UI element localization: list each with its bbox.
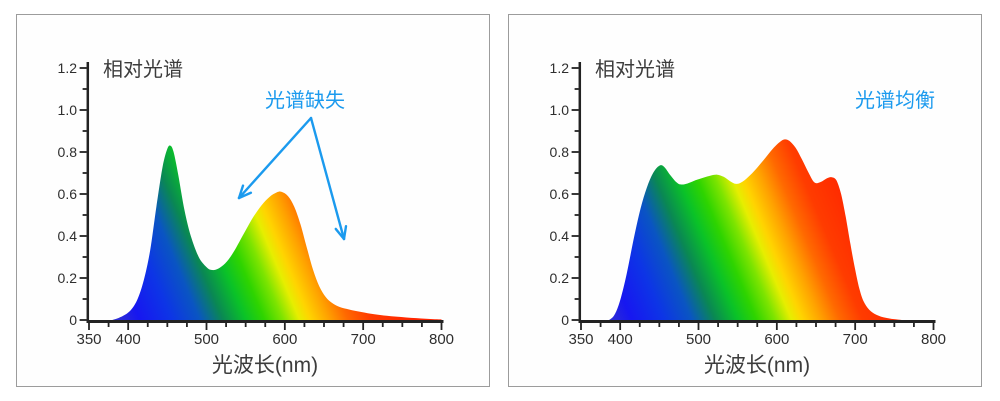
chart-plot-area: 350 400 500 600 700 800 0 0.2 0.4 0.6 0.8 1.0 1.2 <box>58 60 454 348</box>
x-tick-label: 350 <box>76 331 101 348</box>
x-tick-label: 350 <box>568 331 593 348</box>
x-tick-label: 700 <box>351 331 376 348</box>
spectrum-chart-balanced: 350 400 500 600 700 800 0 0.2 0.4 0.6 0.8 1.0 1.2 相对… <box>550 58 946 377</box>
x-axis-title: 光波长(nm) <box>704 354 810 377</box>
annotation-arrowhead <box>342 224 348 241</box>
x-tick-label: 400 <box>116 331 141 348</box>
y-tick-label: 0 <box>561 312 569 328</box>
x-tick-label: 500 <box>686 331 711 348</box>
y-tick-label: 1.2 <box>58 60 78 76</box>
y-tick-label: 0.8 <box>550 144 570 160</box>
y-tick-label: 0 <box>69 312 77 328</box>
x-tick-label: 500 <box>194 331 219 348</box>
annotation-arrowhead <box>237 191 253 200</box>
annotation-arrowhead <box>334 227 346 241</box>
annotation-spectrum-missing: 光谱缺失 <box>265 89 345 112</box>
spectrum-panel-missing: 350 400 500 600 700 800 0 0.2 0.4 0.6 0.8 1.0 1.2 相对… <box>16 14 490 387</box>
x-tick-label: 600 <box>272 331 297 348</box>
y-tick-label: 0.6 <box>58 186 78 202</box>
chart-title: 相对光谱 <box>103 58 183 81</box>
chart-plot-area: 350 400 500 600 700 800 0 0.2 0.4 0.6 0.8 1.0 1.2 <box>550 60 946 348</box>
y-tick-label: 0.2 <box>550 270 570 286</box>
spectrum-area <box>609 139 903 320</box>
x-tick-label: 700 <box>843 331 868 348</box>
y-tick-label: 1.0 <box>58 102 78 118</box>
y-tick-label: 1.2 <box>550 60 570 76</box>
annotation-arrowhead <box>237 184 245 200</box>
y-tick-label: 0.6 <box>550 186 570 202</box>
annotation-spectrum-balanced: 光谱均衡 <box>855 89 935 112</box>
spectrum-panel-balanced: 350 400 500 600 700 800 0 0.2 0.4 0.6 0.8 1.0 1.2 相对… <box>508 14 982 387</box>
x-tick-label: 400 <box>608 331 633 348</box>
chart-title: 相对光谱 <box>595 58 675 81</box>
y-tick-label: 0.4 <box>58 228 78 244</box>
x-tick-label: 600 <box>764 331 789 348</box>
y-tick-label: 1.0 <box>550 102 570 118</box>
annotation-arrow <box>309 116 346 241</box>
x-tick-label: 800 <box>429 331 454 348</box>
y-tick-label: 0.4 <box>550 228 570 244</box>
spectrum-chart-missing: 350 400 500 600 700 800 0 0.2 0.4 0.6 0.8 1.0 1.2 相对… <box>58 58 454 377</box>
y-tick-label: 0.8 <box>58 144 78 160</box>
y-tick-label: 0.2 <box>58 270 78 286</box>
spectrum-area <box>112 145 442 320</box>
annotation-arrow <box>237 116 313 200</box>
x-tick-label: 800 <box>921 331 946 348</box>
x-axis-title: 光波长(nm) <box>212 354 318 377</box>
